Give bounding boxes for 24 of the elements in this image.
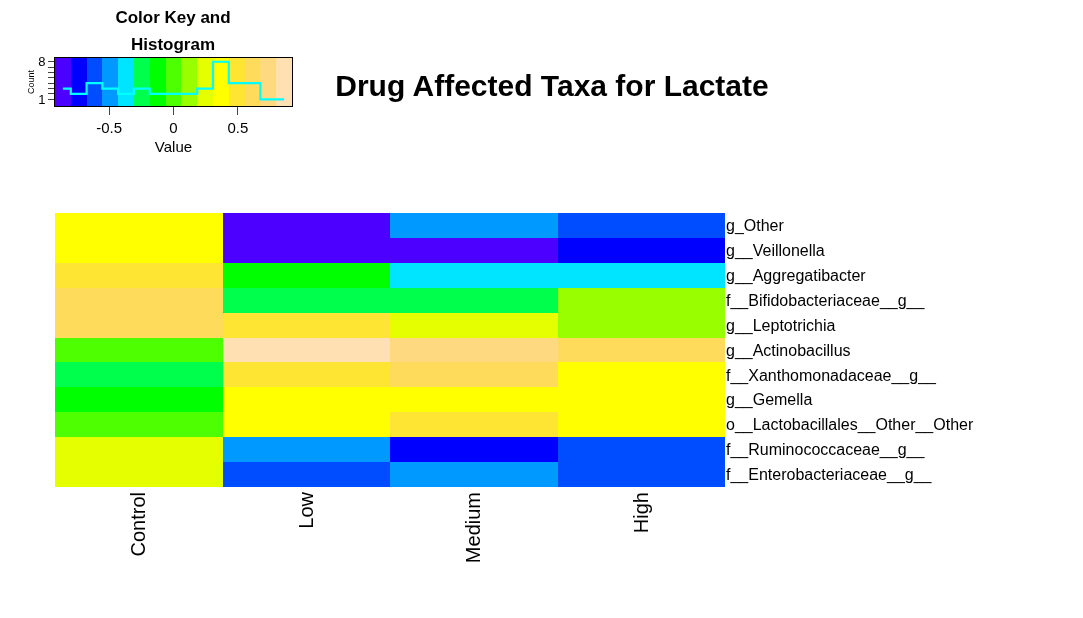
y-tick-label: g__Actinobacillus	[726, 341, 851, 360]
x-tick-label: Medium	[462, 492, 485, 564]
y-tick-label: g_Other	[726, 217, 785, 236]
y-tick-label: g__Gemella	[726, 391, 813, 410]
x-tick-label: Control	[127, 492, 150, 557]
y-tick-label: g__Aggregatibacter	[726, 266, 867, 285]
chart-title: Color Key and Histogram	[114, 7, 232, 56]
color-bar-label: -0.5	[96, 118, 123, 136]
y-tick-label: f__Bifidobacteriaceae__g__	[726, 291, 926, 310]
y-tick-label: 8	[38, 54, 46, 70]
color-bar-label: 0	[169, 118, 178, 136]
y-tick-label: 1	[38, 91, 46, 107]
y-tick-label: g__Leptotrichia	[726, 316, 836, 335]
y-axis-title: Count	[25, 69, 36, 95]
y-tick-label: g__Veillonella	[726, 241, 825, 260]
x-tick-label: High	[629, 492, 652, 534]
color-bar-title: Value	[154, 137, 193, 155]
y-tick-label: f__Enterobacteriaceae__g__	[726, 466, 933, 485]
x-tick-label: Low	[294, 491, 317, 529]
color-bar-label: 0.5	[227, 118, 249, 136]
y-tick-label: o__Lactobacillales__Other__Other	[726, 416, 974, 435]
y-tick-label: f__Xanthomonadaceae__g__	[726, 366, 938, 385]
chart-title: Drug Affected Taxa for Lactate	[335, 68, 769, 102]
y-tick-label: f__Ruminococcaceae__g__	[726, 441, 926, 460]
